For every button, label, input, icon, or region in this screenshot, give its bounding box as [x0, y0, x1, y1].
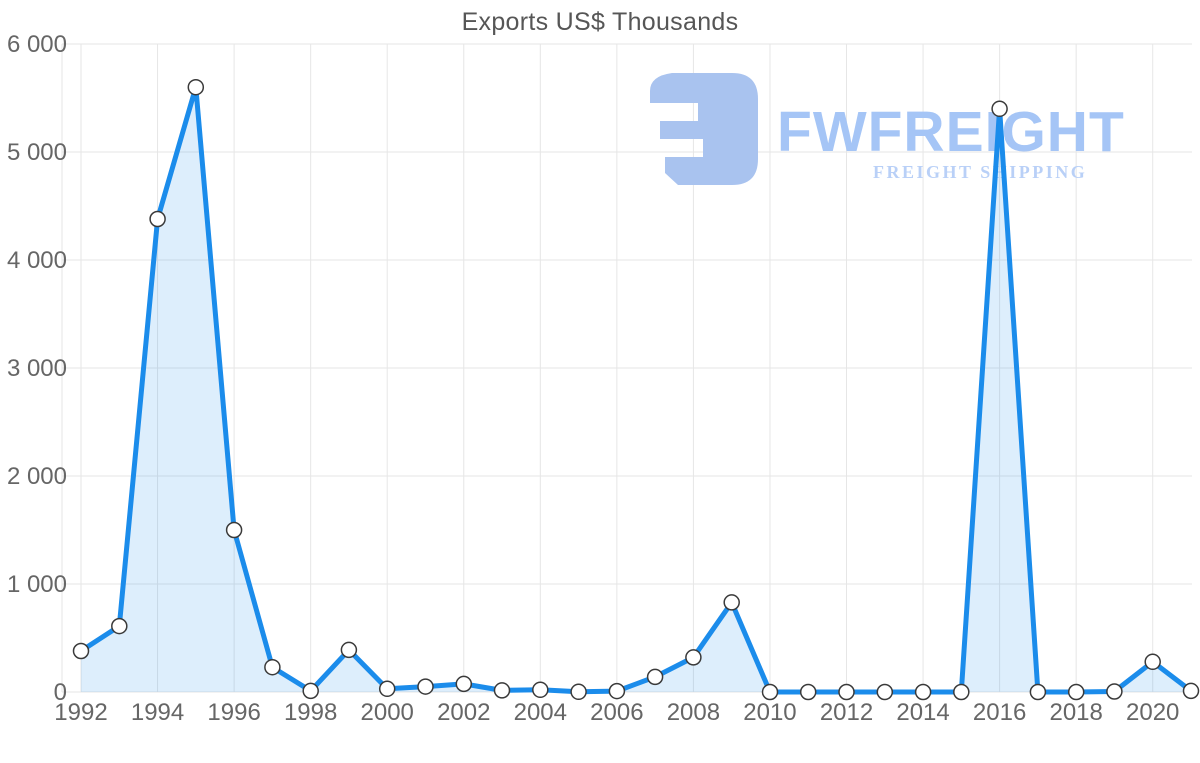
watermark-tagline-text: FREIGHT SHIPPING — [873, 162, 1087, 182]
y-axis-label: 0 — [54, 679, 67, 706]
data-point-2017[interactable] — [1029, 683, 1047, 701]
series-line — [78, 84, 1194, 695]
data-point-1997[interactable] — [264, 658, 281, 676]
x-axis-label: 1994 — [131, 699, 184, 726]
fwfreight-logo-icon — [650, 73, 758, 185]
data-point-2007[interactable] — [646, 668, 664, 686]
fwfreight-watermark: FWFREIGHT FREIGHT SHIPPING — [650, 73, 1125, 185]
y-axis-label: 2 000 — [7, 463, 67, 490]
x-axis-label: 2016 — [973, 699, 1026, 726]
x-axis-label: 1996 — [207, 699, 260, 726]
data-point-2009[interactable] — [723, 594, 740, 611]
data-point-1995[interactable] — [187, 78, 205, 96]
x-axis-label: 2014 — [896, 699, 949, 726]
data-point-1994[interactable] — [149, 210, 166, 228]
data-point-2004[interactable] — [532, 681, 549, 699]
y-axis-label: 1 000 — [7, 571, 67, 598]
data-point-2013[interactable] — [876, 683, 894, 701]
data-point-2008[interactable] — [685, 649, 702, 666]
x-axis-label: 2020 — [1126, 699, 1179, 726]
x-axis-label: 2002 — [437, 699, 490, 726]
x-axis-label: 2006 — [590, 699, 643, 726]
grid-layer — [61, 43, 1192, 693]
data-point-2016[interactable] — [991, 100, 1008, 118]
data-point-1993[interactable] — [111, 617, 128, 635]
watermark-brand-text: FWFREIGHT — [777, 100, 1125, 164]
y-axis-label: 4 000 — [7, 247, 67, 274]
x-axis-label: 2012 — [820, 699, 873, 726]
x-axis-label: 2000 — [361, 699, 414, 726]
y-axis-label: 5 000 — [7, 139, 67, 166]
data-point-1992[interactable] — [72, 642, 90, 660]
x-axis-label: 2018 — [1049, 699, 1102, 726]
data-point-2015[interactable] — [953, 683, 970, 701]
series-area-fill — [81, 87, 1191, 692]
data-point-2014[interactable] — [914, 683, 932, 701]
data-point-2001[interactable] — [417, 678, 434, 695]
data-point-2011[interactable] — [799, 683, 817, 701]
data-point-1996[interactable] — [225, 521, 243, 539]
data-point-2010[interactable] — [761, 683, 779, 701]
y-axis-label: 3 000 — [7, 355, 67, 382]
data-point-2003[interactable] — [493, 682, 511, 699]
data-point-2002[interactable] — [455, 675, 473, 693]
axis-layer: 0 1 000 2 000 3 000 4 000 5 000 6 000 1992 1994 1… — [7, 31, 1179, 726]
data-point-1999[interactable] — [340, 641, 358, 659]
data-point-2021[interactable] — [1182, 682, 1200, 700]
data-point-2005[interactable] — [570, 683, 587, 701]
data-point-2000[interactable] — [378, 680, 396, 698]
x-axis-label: 1998 — [284, 699, 337, 726]
x-axis-label: 2008 — [667, 699, 720, 726]
data-point-2020[interactable] — [1144, 653, 1161, 671]
data-point-1998[interactable] — [302, 682, 319, 700]
x-axis-label: 1992 — [54, 699, 107, 726]
x-axis-label: 2004 — [514, 699, 567, 726]
y-axis-label: 6 000 — [7, 31, 67, 58]
x-axis-label: 2010 — [743, 699, 796, 726]
data-point-2012[interactable] — [838, 683, 855, 701]
data-point-2019[interactable] — [1106, 683, 1123, 700]
data-point-2006[interactable] — [608, 682, 626, 700]
data-point-2018[interactable] — [1067, 683, 1085, 701]
series-layer — [72, 78, 1200, 701]
